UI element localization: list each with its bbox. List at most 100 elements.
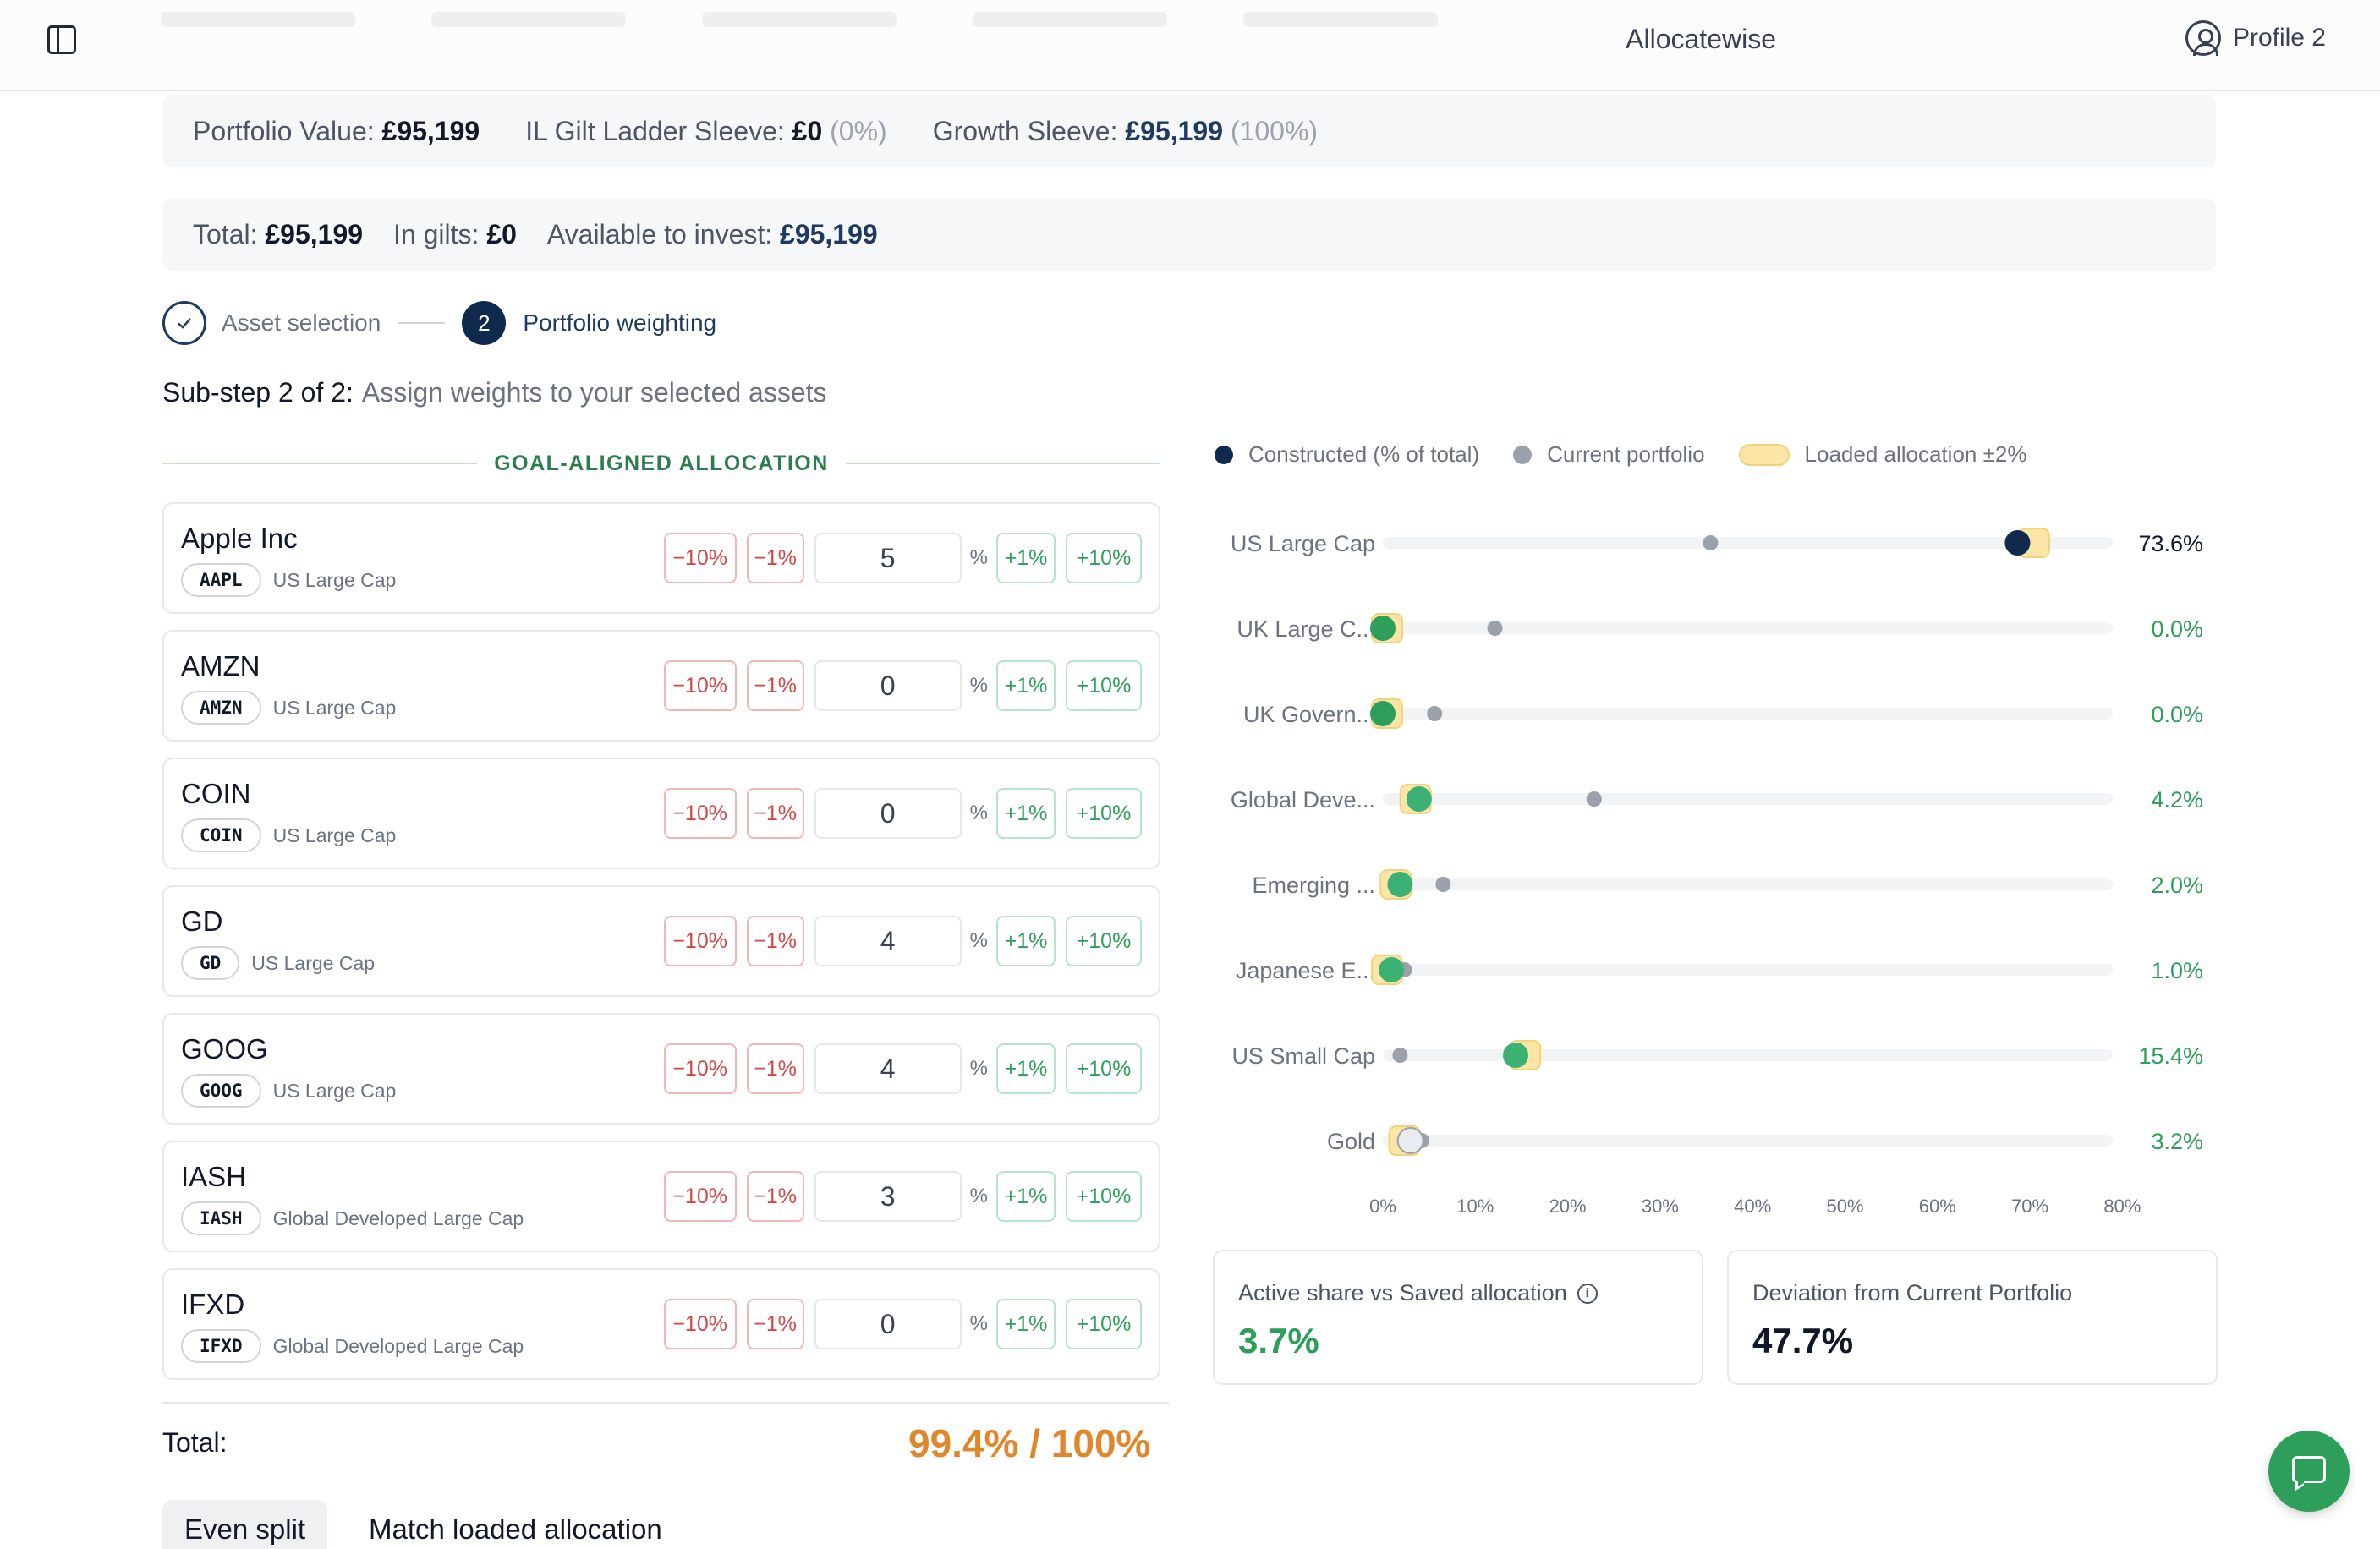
weight-input[interactable] (814, 916, 962, 966)
increase-10-button[interactable]: +10% (1066, 788, 1142, 839)
chart-category-label: Japanese E... (1236, 958, 1375, 983)
current-portfolio-dot (1487, 621, 1503, 636)
x-tick-label: 70% (2011, 1196, 2048, 1217)
asset-card: Apple Inc AAPL US Large Cap −10% −1% % +… (162, 502, 1160, 614)
asset-class-label: US Large Cap (272, 1079, 397, 1102)
decrease-1-button[interactable]: −1% (746, 916, 804, 966)
decrease-1-button[interactable]: −1% (746, 1299, 804, 1349)
legend-loaded: Loaded allocation ±2% (1738, 441, 2026, 468)
increase-10-button[interactable]: +10% (1066, 916, 1142, 966)
increase-10-button[interactable]: +10% (1066, 1171, 1142, 1222)
match-loaded-allocation-button[interactable]: Match loaded allocation (369, 1513, 662, 1545)
increase-1-button[interactable]: +1% (996, 916, 1056, 966)
weight-controls: −10% −1% % +1% +10% (663, 1299, 1142, 1349)
weight-input[interactable] (814, 1171, 962, 1222)
x-tick-label: 20% (1549, 1196, 1587, 1217)
asset-class-label: Global Developed Large Cap (272, 1207, 524, 1229)
increase-1-button[interactable]: +1% (996, 1299, 1056, 1349)
decrease-1-button[interactable]: −1% (746, 533, 804, 583)
increase-10-button[interactable]: +10% (1066, 660, 1142, 711)
weight-controls: −10% −1% % +1% +10% (663, 1043, 1142, 1094)
constructed-dot (1370, 616, 1396, 641)
asset-card: GD GD US Large Cap −10% −1% % +1% +10% (162, 885, 1160, 997)
step-asset-selection[interactable]: Asset selection (222, 309, 381, 336)
weight-input[interactable] (814, 1299, 962, 1349)
x-tick-label: 50% (1826, 1196, 1863, 1217)
constructed-dot (1406, 786, 1432, 812)
chat-support-button[interactable] (2268, 1431, 2350, 1512)
increase-10-button[interactable]: +10% (1066, 533, 1142, 583)
decrease-10-button[interactable]: −10% (663, 1043, 737, 1094)
x-tick-label: 60% (1919, 1196, 1956, 1217)
chart-track (1383, 793, 2113, 805)
ticker-badge: GOOG (181, 1074, 261, 1108)
decrease-1-button[interactable]: −1% (746, 660, 804, 711)
ticker-badge: AAPL (181, 563, 261, 597)
asset-card: IASH IASH Global Developed Large Cap −10… (162, 1141, 1160, 1252)
user-circle-icon (2185, 20, 2221, 56)
increase-1-button[interactable]: +1% (996, 660, 1056, 711)
current-portfolio-dot (1435, 877, 1451, 892)
decrease-1-button[interactable]: −1% (746, 1043, 804, 1094)
constructed-dot (1503, 1043, 1529, 1068)
current-portfolio-dot (1586, 791, 1602, 807)
decrease-10-button[interactable]: −10% (663, 916, 737, 966)
percent-sign: % (969, 674, 988, 697)
asset-class-label: US Large Cap (272, 696, 397, 719)
chart-value-label: 0.0% (2151, 702, 2203, 727)
decrease-10-button[interactable]: −10% (663, 788, 737, 839)
increase-1-button[interactable]: +1% (996, 788, 1056, 839)
x-tick-label: 10% (1456, 1196, 1494, 1217)
chart-value-label: 15.4% (2138, 1043, 2203, 1069)
chart-value-label: 0.0% (2151, 616, 2203, 642)
chart-value-label: 3.2% (2151, 1129, 2203, 1154)
increase-10-button[interactable]: +10% (1066, 1043, 1142, 1094)
ticker-badge: IFXD (181, 1329, 261, 1363)
weight-input[interactable] (814, 533, 962, 583)
weight-input[interactable] (814, 788, 962, 839)
ticker-badge: IASH (181, 1201, 261, 1235)
weight-controls: −10% −1% % +1% +10% (663, 788, 1142, 839)
weight-input[interactable] (814, 660, 962, 711)
decrease-10-button[interactable]: −10% (663, 533, 737, 583)
chart-value-label: 73.6% (2138, 531, 2203, 556)
chart-track (1383, 1135, 2113, 1147)
even-split-button[interactable]: Even split (162, 1500, 328, 1549)
asset-name: IASH (181, 1161, 247, 1192)
x-tick-label: 30% (1642, 1196, 1679, 1217)
increase-1-button[interactable]: +1% (996, 1043, 1056, 1094)
chart-category-label: Gold (1327, 1129, 1375, 1154)
profile-menu[interactable]: Profile 2 (2185, 20, 2326, 56)
chart-category-label: US Small Cap (1231, 1043, 1375, 1069)
asset-class-label: US Large Cap (251, 951, 376, 974)
weight-controls: −10% −1% % +1% +10% (663, 660, 1142, 711)
decrease-10-button[interactable]: −10% (663, 1299, 737, 1349)
decrease-10-button[interactable]: −10% (663, 1171, 737, 1222)
weight-input[interactable] (814, 1043, 962, 1094)
sidebar-toggle-icon[interactable] (47, 25, 76, 54)
x-tick-label: 40% (1734, 1196, 1771, 1217)
allocation-dot-chart: US Large Cap 73.6% UK Large C... 0.0% UK Gov… (1231, 528, 2203, 1217)
active-share-card: Active share vs Saved allocation i 3.7% (1213, 1250, 1703, 1385)
deviation-label: Deviation from Current Portfolio (1752, 1280, 2073, 1305)
percent-sign: % (969, 1312, 988, 1335)
portfolio-summary-bar: Portfolio Value: £95,199 IL Gilt Ladder … (162, 95, 2216, 167)
portfolio-value: Portfolio Value: £95,199 (193, 115, 480, 146)
profile-name: Profile 2 (2232, 24, 2326, 52)
decrease-10-button[interactable]: −10% (663, 660, 737, 711)
deviation-value: 47.7% (1752, 1321, 1854, 1360)
percent-sign: % (969, 1185, 988, 1207)
increase-1-button[interactable]: +1% (996, 1171, 1056, 1222)
x-tick-label: 0% (1369, 1196, 1396, 1217)
decrease-1-button[interactable]: −1% (746, 788, 804, 839)
step-complete-check-icon[interactable] (162, 301, 206, 345)
list-divider (162, 1402, 1169, 1404)
asset-name: Apple Inc (181, 523, 298, 554)
constructed-dot (2004, 530, 2031, 556)
increase-10-button[interactable]: +10% (1066, 1299, 1142, 1349)
info-icon[interactable]: i (1577, 1283, 1598, 1304)
wizard-stepper: Asset selection 2 Portfolio weighting (162, 301, 716, 345)
increase-1-button[interactable]: +1% (996, 533, 1056, 583)
decrease-1-button[interactable]: −1% (746, 1171, 804, 1222)
asset-card: COIN COIN US Large Cap −10% −1% % +1% +1… (162, 758, 1160, 869)
